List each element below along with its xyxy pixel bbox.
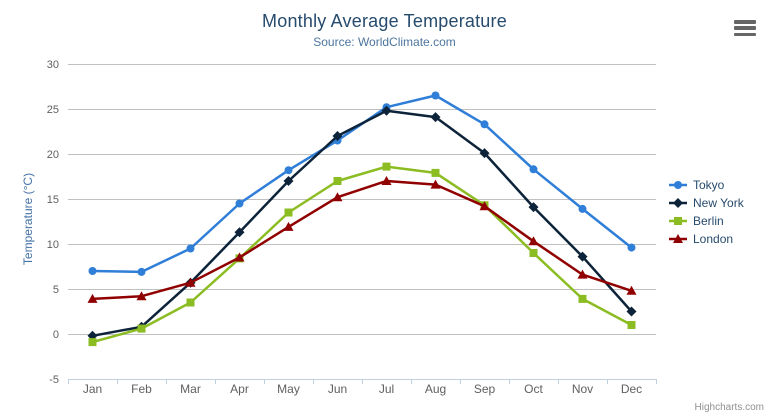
series-london [87,176,637,303]
x-axis-labels: Jan Feb Mar Apr May Jun Jul Aug Sep Oct Nov Dec [83,382,642,396]
data-point-berlin-jun[interactable] [333,177,342,185]
data-point-london-jun[interactable] [332,192,343,202]
y-axis-label: -5 [49,374,59,386]
data-point-tokyo-feb[interactable] [137,267,146,276]
data-point-tokyo-dec[interactable] [627,243,636,252]
legend-label-new-york: New York [693,196,745,210]
data-point-tokyo-mar[interactable] [186,244,195,253]
data-point-berlin-nov[interactable] [578,294,587,303]
x-axis-label: Aug [425,382,446,396]
export-menu-button[interactable] [734,20,758,36]
x-axis-label: Jun [328,382,347,396]
data-point-london-nov[interactable] [577,269,588,279]
data-point-new-york-jun[interactable] [332,131,343,141]
data-point-london-oct[interactable] [528,236,539,246]
data-point-berlin-jan[interactable] [88,338,97,347]
series-tokyo [88,91,636,276]
data-point-london-jan[interactable] [87,293,98,303]
data-point-tokyo-sep[interactable] [480,120,489,129]
data-point-new-york-may[interactable] [283,176,294,186]
grid-lines [68,64,656,335]
data-point-london-sep[interactable] [479,201,490,211]
data-point-london-feb[interactable] [136,291,147,301]
circle-icon [674,181,682,189]
legend-label-london: London [693,232,733,246]
data-point-berlin-feb[interactable] [137,324,146,333]
legend-item-tokyo[interactable]: Tokyo [669,178,725,192]
data-point-london-mar[interactable] [185,277,196,287]
x-axis-label: Nov [572,382,593,396]
legend-item-new-york[interactable]: New York [669,196,745,210]
data-point-berlin-mar[interactable] [186,298,195,307]
data-point-london-aug[interactable] [430,179,441,189]
data-point-london-may[interactable] [283,221,294,231]
legend-label-tokyo: Tokyo [693,178,725,192]
y-axis-label: 0 [53,329,59,341]
square-icon [674,217,682,225]
x-axis-label: Oct [524,382,543,396]
legend-label-berlin: Berlin [693,214,724,228]
series-line-london [91,179,633,301]
hamburger-menu-icon [734,20,756,24]
series-line-tokyo [91,94,633,274]
data-point-new-york-aug[interactable] [430,112,441,123]
x-axis-label: May [277,382,300,396]
data-point-london-dec[interactable] [626,285,637,295]
data-point-tokyo-oct[interactable] [529,165,538,174]
legend-item-berlin[interactable]: Berlin [669,214,724,228]
x-axis-label: Dec [621,382,642,396]
x-axis-label: Feb [131,382,152,396]
data-point-new-york-jul[interactable] [381,105,392,116]
y-axis-label: 25 [47,104,59,116]
data-point-berlin-jul[interactable] [382,162,391,171]
data-point-new-york-apr[interactable] [234,227,245,238]
x-axis-label: Mar [180,382,201,396]
x-axis-label: Jul [379,382,394,396]
data-point-tokyo-nov[interactable] [578,204,587,213]
data-point-berlin-aug[interactable] [431,168,440,177]
credits-link[interactable]: Highcharts.com [694,402,764,413]
data-point-new-york-nov[interactable] [577,251,588,262]
data-point-berlin-dec[interactable] [627,321,636,329]
y-axis-label: 10 [47,239,59,251]
y-axis-title: Temperature (°C) [21,172,35,266]
data-point-tokyo-may[interactable] [284,166,293,175]
diamond-icon [673,198,683,208]
data-point-london-jul[interactable] [381,176,392,185]
x-axis [68,379,657,384]
y-axis-label: 30 [47,59,59,71]
chart-title: Monthly Average Temperature [262,11,507,31]
data-point-new-york-dec[interactable] [626,306,637,317]
series-line-new-york [91,109,633,338]
data-point-new-york-oct[interactable] [528,202,539,213]
data-point-tokyo-jan[interactable] [88,267,97,275]
legend: Tokyo New York Berlin London [669,178,745,246]
data-point-tokyo-aug[interactable] [431,91,440,100]
legend-item-london[interactable]: London [669,232,733,246]
hamburger-menu-bar [734,32,756,36]
data-point-london-apr[interactable] [234,252,245,262]
y-axis-label: 20 [47,149,59,161]
series-new-york [87,105,637,341]
x-axis-label: Sep [474,382,496,396]
y-axis-labels: -5 0 5 10 15 20 25 30 [47,59,59,386]
series-line-berlin [91,165,633,344]
data-point-new-york-sep[interactable] [479,148,490,159]
y-axis-label: 5 [53,284,59,296]
x-axis-label: Jan [83,382,102,396]
data-point-berlin-may[interactable] [284,208,293,217]
y-axis-label: 15 [47,194,59,206]
x-axis-label: Apr [230,382,249,396]
hamburger-menu-bar [734,26,756,30]
triangle-icon [673,234,683,243]
data-point-berlin-oct[interactable] [529,249,538,257]
data-point-tokyo-apr[interactable] [235,199,244,208]
chart-subtitle: Source: WorldClimate.com [313,35,456,49]
